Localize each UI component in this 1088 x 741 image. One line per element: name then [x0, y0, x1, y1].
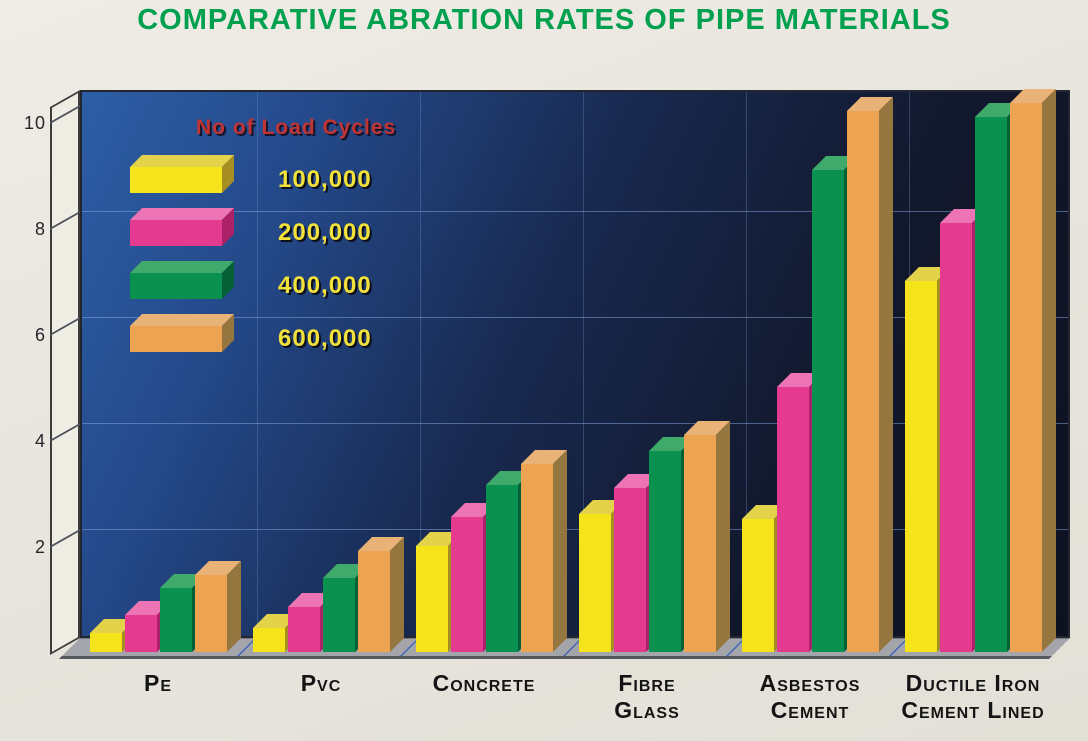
y-tick-label-8: 8 [34, 219, 46, 239]
category-label-line: Pvc [300, 670, 342, 696]
y-axis-wall [50, 90, 84, 655]
bar-group-concrete [416, 450, 567, 652]
bar-concrete-400000 [486, 471, 532, 652]
bar-ductile-iron-cement-lined-600000 [1010, 89, 1056, 652]
bar-fibre-glass-600000 [684, 421, 730, 652]
bar-pe-100000 [90, 619, 136, 652]
y-tick-label-6: 6 [34, 325, 46, 345]
legend-item-100000: 100,000 [122, 155, 462, 193]
bar-side-face [716, 421, 730, 652]
legend-swatch-top [130, 208, 234, 220]
category-label-line: Asbestos [759, 670, 861, 696]
bar-side-face [879, 97, 893, 652]
legend-label: 200,000 [278, 219, 372, 246]
category-label-line: Concrete [432, 670, 536, 696]
bar-side-face [390, 537, 404, 652]
gridline-6 [82, 317, 1068, 318]
bar-pvc-200000 [288, 593, 334, 652]
bar-asbestos-cement-600000 [847, 97, 893, 652]
bar-asbestos-cement-200000 [777, 373, 823, 652]
y-tick-line-6 [50, 314, 84, 336]
legend-item-600000: 600,000 [122, 314, 462, 352]
bar-concrete-600000 [521, 450, 567, 652]
bar-pvc-600000 [358, 537, 404, 652]
gridline-8 [82, 211, 1068, 212]
category-label-concrete: Concrete [354, 670, 614, 697]
category-label-line: Cement Lined [901, 697, 1045, 723]
category-separator [583, 92, 584, 636]
legend-swatch [130, 261, 234, 299]
category-label-line: Glass [614, 697, 680, 723]
category-label-pvc: Pvc [191, 670, 451, 697]
bar-group-pvc [253, 537, 404, 652]
chart-title: COMPARATIVE ABRATION RATES OF PIPE MATER… [137, 4, 951, 36]
legend-label: 100,000 [278, 166, 372, 193]
legend-swatch-top [130, 314, 234, 326]
legend-swatch [130, 208, 234, 246]
legend-item-200000: 200,000 [122, 208, 462, 246]
bar-pvc-400000 [323, 564, 369, 652]
category-label-asbestos-cement: Asbestos Cement [680, 670, 940, 724]
category-separator [420, 92, 421, 636]
bar-pvc-100000 [253, 614, 299, 652]
legend-swatch-top [130, 261, 234, 273]
bar-ductile-iron-cement-lined-400000 [975, 103, 1021, 652]
bar-pe-600000 [195, 561, 241, 652]
bar-group-asbestos-cement [742, 97, 893, 652]
y-tick-label-10: 10 [23, 113, 46, 133]
y-tick-line-10 [50, 102, 84, 124]
category-label-pe: Pe [28, 670, 288, 697]
bar-pe-400000 [160, 574, 206, 652]
y-tick-label-4: 4 [34, 431, 46, 451]
legend-item-400000: 400,000 [122, 261, 462, 299]
legend-items: 100,000 200,000 400,000 600,000 [122, 155, 462, 352]
bar-concrete-100000 [416, 532, 462, 652]
category-separator [746, 92, 747, 636]
legend-title: No of Load Cycles [196, 116, 397, 139]
bar-side-face [553, 450, 567, 652]
bar-ductile-iron-cement-lined-100000 [905, 267, 951, 652]
category-label-fibre-glass: Fibre Glass [517, 670, 777, 724]
category-label-line: Ductile Iron [905, 670, 1041, 696]
category-separator [257, 92, 258, 636]
category-label-line: Cement [770, 697, 850, 723]
bar-group-ductile-iron-cement-lined [905, 89, 1056, 652]
gridline-2 [82, 529, 1068, 530]
bar-group-pe [90, 561, 241, 652]
legend-label: 400,000 [278, 272, 372, 299]
bar-side-face [1042, 89, 1056, 652]
legend: No of Load Cycles 100,000 200,000 400,000 6… [122, 116, 462, 352]
y-tick-line-4 [50, 420, 84, 442]
bar-asbestos-cement-100000 [742, 505, 788, 652]
gridline-4 [82, 423, 1068, 424]
legend-swatch-top [130, 155, 234, 167]
y-tick-line-2 [50, 526, 84, 548]
y-tick-label-2: 2 [34, 537, 46, 557]
bar-fibre-glass-200000 [614, 474, 660, 652]
bar-concrete-200000 [451, 503, 497, 652]
legend-swatch [130, 314, 234, 352]
y-tick-line-8 [50, 208, 84, 230]
bar-fibre-glass-400000 [649, 437, 695, 652]
legend-label: 600,000 [278, 325, 372, 352]
bars-layer [80, 89, 1070, 652]
bar-group-fibre-glass [579, 421, 730, 652]
category-label-ductile-iron-cement-lined: Ductile Iron Cement Lined [843, 670, 1088, 724]
category-label-line: Pe [143, 670, 172, 696]
category-label-line: Fibre [618, 670, 676, 696]
legend-swatch [130, 155, 234, 193]
bar-asbestos-cement-400000 [812, 156, 858, 652]
bar-pe-200000 [125, 601, 171, 652]
bar-ductile-iron-cement-lined-200000 [940, 209, 986, 652]
bar-fibre-glass-100000 [579, 500, 625, 652]
bar-side-face [227, 561, 241, 652]
